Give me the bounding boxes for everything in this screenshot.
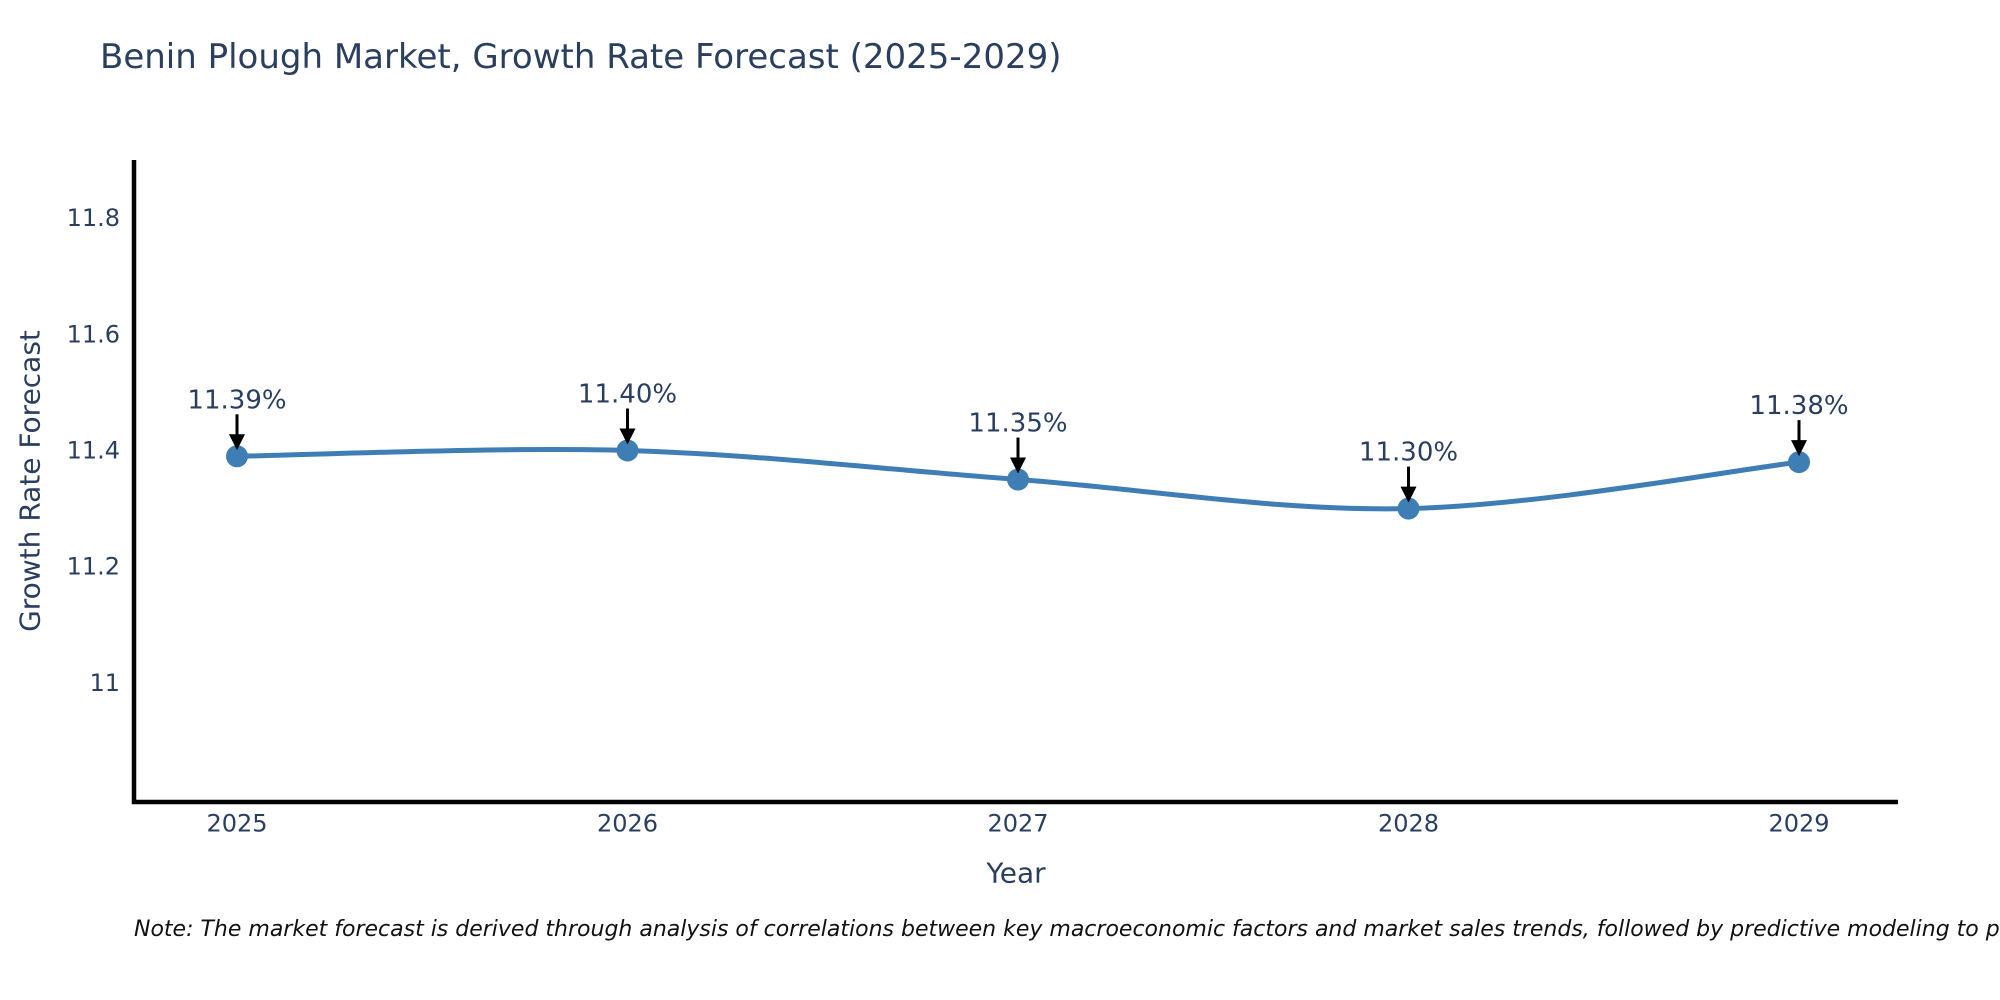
y-tick-label: 11	[89, 669, 120, 697]
x-tick-label: 2028	[1378, 810, 1439, 838]
x-tick-label: 2027	[987, 810, 1048, 838]
axis-lines	[131, 160, 1898, 805]
annotation-arrowhead	[1010, 457, 1026, 474]
x-tick-label: 2025	[206, 810, 267, 838]
annotation-arrowhead	[1400, 486, 1417, 503]
data-point-marker[interactable]	[1788, 451, 1810, 474]
y-tick-label: 11.8	[67, 204, 120, 232]
x-tick-label: 2029	[1768, 810, 1829, 838]
chart-title: Benin Plough Market, Growth Rate Forecas…	[100, 37, 1062, 77]
data-point-marker[interactable]	[226, 445, 248, 468]
x-axis-title: Year	[985, 857, 1046, 890]
data-point-marker[interactable]	[616, 439, 639, 462]
annotation-label: 11.30%	[1359, 438, 1458, 468]
annotation-arrowhead	[1791, 440, 1807, 457]
annotation-label: 11.39%	[187, 385, 286, 415]
footnote: Note: The market forecast is derived thr…	[134, 917, 2000, 942]
y-tick-label: 11.4	[67, 436, 120, 464]
annotation-arrowhead	[619, 428, 636, 445]
y-axis-title: Growth Rate Forecast	[14, 330, 47, 632]
annotation-label: 11.35%	[968, 409, 1067, 439]
annotation-label: 11.38%	[1749, 391, 1848, 421]
y-tick-label: 11.2	[67, 553, 120, 581]
y-tick-label: 11.6	[67, 320, 120, 348]
data-point-marker[interactable]	[1397, 497, 1420, 520]
annotation-label: 11.40%	[578, 379, 677, 409]
data-point-marker[interactable]	[1007, 468, 1029, 491]
x-tick-label: 2026	[597, 810, 658, 838]
annotation-arrowhead	[229, 434, 245, 451]
